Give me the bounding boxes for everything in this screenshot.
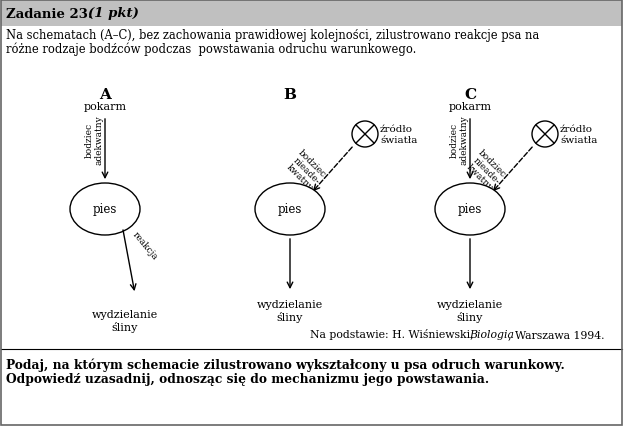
Ellipse shape — [435, 184, 505, 236]
Text: Zadanie 23.: Zadanie 23. — [6, 8, 92, 20]
Text: A: A — [99, 88, 111, 102]
Ellipse shape — [255, 184, 325, 236]
Text: bodziec
adekwatny: bodziec adekwatny — [85, 115, 104, 164]
Text: pies: pies — [93, 203, 117, 216]
Text: (1 pkt): (1 pkt) — [88, 8, 139, 20]
Text: , Warszawa 1994.: , Warszawa 1994. — [508, 329, 605, 339]
Text: bodziec
nieade-
kwatny: bodziec nieade- kwatny — [464, 148, 507, 192]
Text: B: B — [283, 88, 296, 102]
Text: pies: pies — [458, 203, 482, 216]
Text: C: C — [464, 88, 476, 102]
Text: reakcja: reakcja — [130, 230, 159, 262]
Text: Podaj, na którym schemacie zilustrowano wykształcony u psa odruch warunkowy.: Podaj, na którym schemacie zilustrowano … — [6, 357, 565, 371]
Ellipse shape — [70, 184, 140, 236]
Text: Odpowiedź uzasadnij, odnosząc się do mechanizmu jego powstawania.: Odpowiedź uzasadnij, odnosząc się do mec… — [6, 373, 489, 386]
Text: wydzielanie
śliny: wydzielanie śliny — [92, 309, 158, 332]
Text: wydzielanie
śliny: wydzielanie śliny — [257, 299, 323, 322]
Text: bodziec
nieade-
kwatny: bodziec nieade- kwatny — [283, 148, 328, 192]
Text: źródło
światła: źródło światła — [380, 125, 417, 144]
Bar — [1, 1, 622, 27]
Text: wydzielanie
śliny: wydzielanie śliny — [437, 299, 503, 322]
Text: różne rodzaje bodźców podczas  powstawania odruchu warunkowego.: różne rodzaje bodźców podczas powstawani… — [6, 42, 416, 56]
Text: pokarm: pokarm — [449, 102, 492, 112]
Text: Biologia: Biologia — [469, 329, 514, 339]
Text: Na schematach (A–C), bez zachowania prawidłowej kolejności, zilustrowano reakcje: Na schematach (A–C), bez zachowania praw… — [6, 29, 539, 43]
Text: bodziec
adekwatny: bodziec adekwatny — [450, 115, 469, 164]
Text: pies: pies — [278, 203, 302, 216]
Text: pokarm: pokarm — [84, 102, 127, 112]
Circle shape — [352, 122, 378, 148]
Circle shape — [532, 122, 558, 148]
Text: Na podstawie: H. Wiśniewski,: Na podstawie: H. Wiśniewski, — [310, 329, 477, 340]
Text: źródło
światła: źródło światła — [560, 125, 597, 144]
